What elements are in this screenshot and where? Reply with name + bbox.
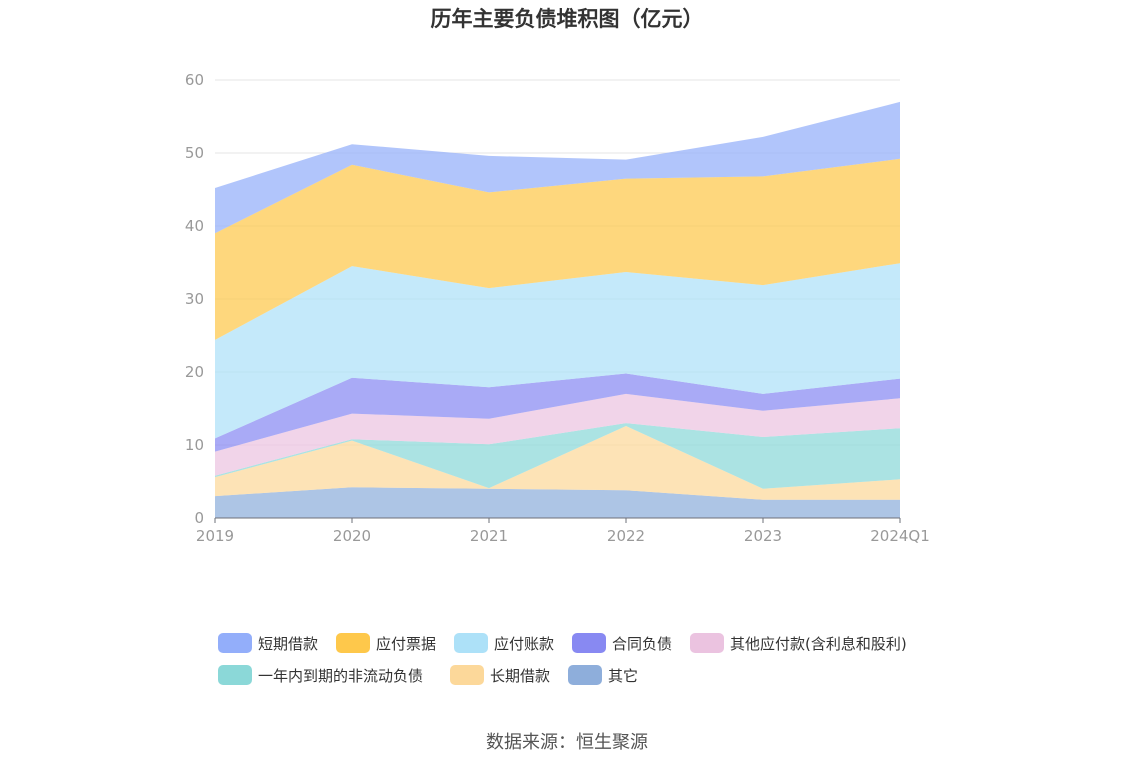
legend-label: 应付账款 bbox=[494, 634, 555, 653]
legend-swatch bbox=[450, 665, 484, 685]
legend-label: 合同负债 bbox=[612, 634, 673, 653]
x-tick-label: 2020 bbox=[333, 527, 371, 545]
legend-label: 短期借款 bbox=[258, 634, 319, 653]
x-tick-label: 2019 bbox=[196, 527, 234, 545]
legend-swatch bbox=[690, 633, 724, 653]
axes: 0 10 20 30 40 50 60 2019 2020 2021 2022 2023 2024Q1 bbox=[185, 71, 930, 545]
legend-item[interactable]: 应付票据 bbox=[336, 632, 436, 654]
legend-item[interactable]: 长期借款 bbox=[450, 664, 550, 686]
area-series-2 bbox=[215, 423, 900, 489]
area-series-7 bbox=[215, 101, 900, 234]
legend-label: 其他应付款(含利息和股利) bbox=[730, 634, 907, 653]
y-tick-label: 0 bbox=[194, 509, 204, 527]
y-tick-label: 50 bbox=[185, 144, 204, 162]
x-tick-label: 2021 bbox=[470, 527, 508, 545]
x-tick-label: 2024Q1 bbox=[870, 527, 930, 545]
legend-swatch bbox=[568, 665, 602, 685]
y-tick-label: 40 bbox=[185, 217, 204, 235]
area-series-5 bbox=[215, 263, 900, 439]
data-source: 数据来源：恒生聚源 bbox=[486, 732, 648, 753]
legend-item[interactable]: 其它 bbox=[568, 664, 638, 686]
x-tick-label: 2022 bbox=[607, 527, 645, 545]
legend-swatch bbox=[454, 633, 488, 653]
legend-swatch bbox=[218, 665, 252, 685]
x-tick-label: 2023 bbox=[744, 527, 782, 545]
y-tick-label: 30 bbox=[185, 290, 204, 308]
area-series bbox=[215, 101, 900, 518]
area-series-1 bbox=[215, 426, 900, 500]
legend-label: 其它 bbox=[608, 666, 639, 685]
legend-item[interactable]: 一年内到期的非流动负债 bbox=[218, 664, 423, 686]
legend-label: 长期借款 bbox=[490, 666, 551, 685]
y-tick-label: 60 bbox=[185, 71, 204, 89]
legend-item[interactable]: 应付账款 bbox=[454, 632, 554, 654]
y-tick-label: 20 bbox=[185, 363, 204, 381]
legend-label: 应付票据 bbox=[376, 634, 437, 653]
y-tick-label: 10 bbox=[185, 436, 204, 454]
legend-item[interactable]: 短期借款 bbox=[218, 632, 318, 654]
legend-label: 一年内到期的非流动负债 bbox=[258, 666, 424, 685]
legend-item[interactable]: 其他应付款(含利息和股利) bbox=[690, 632, 907, 654]
legend-item[interactable]: 合同负债 bbox=[572, 632, 672, 654]
legend-swatch bbox=[572, 633, 606, 653]
area-series-0 bbox=[215, 487, 900, 518]
area-series-6 bbox=[215, 158, 900, 340]
chart-title: 历年主要负债堆积图（亿元） bbox=[430, 7, 704, 31]
area-series-3 bbox=[215, 393, 900, 476]
legend-swatch bbox=[218, 633, 252, 653]
legend-swatch bbox=[336, 633, 370, 653]
area-series-4 bbox=[215, 373, 900, 452]
stacked-area-chart: 0 10 20 30 40 50 60 2019 2020 2021 2022 2023 2024Q1 bbox=[185, 71, 930, 545]
